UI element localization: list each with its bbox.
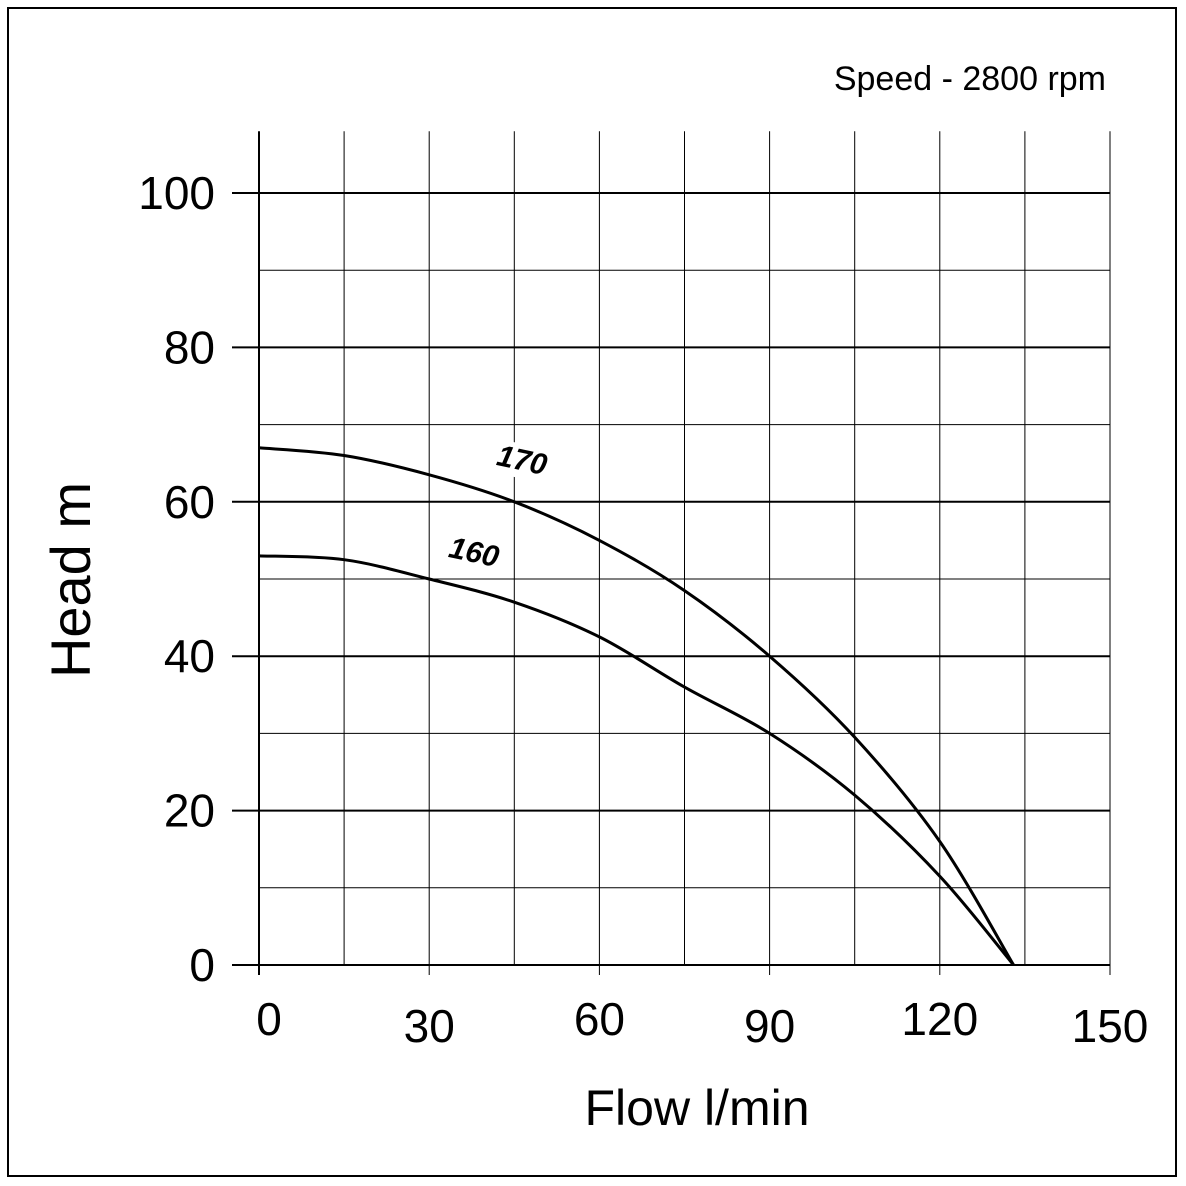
curve-label-170: 170 bbox=[494, 439, 550, 482]
chart-frame bbox=[7, 7, 1177, 1177]
speed-annotation: Speed - 2800 rpm bbox=[834, 60, 1106, 98]
y-axis-label: Head m bbox=[39, 482, 102, 678]
x-tick-label: 60 bbox=[574, 993, 625, 1045]
x-tick-label: 90 bbox=[744, 1000, 795, 1052]
x-tick-label: 120 bbox=[901, 993, 978, 1045]
x-tick-label: 150 bbox=[1072, 1000, 1149, 1052]
x-tick-label: 30 bbox=[404, 1000, 455, 1052]
curve-160 bbox=[258, 554, 1015, 966]
y-tick-label: 60 bbox=[164, 476, 215, 528]
y-tick-label: 40 bbox=[164, 630, 215, 682]
y-tick-label: 20 bbox=[164, 785, 215, 837]
curve-label-bg bbox=[439, 529, 509, 577]
y-tick-label: 80 bbox=[164, 321, 215, 373]
curve-label-bg bbox=[487, 437, 557, 485]
x-axis-label: Flow l/min bbox=[584, 1080, 809, 1136]
x-tick-label: 0 bbox=[256, 993, 282, 1045]
curve-label-160: 160 bbox=[446, 531, 502, 574]
curve-170 bbox=[258, 446, 1015, 966]
y-tick-label: 100 bbox=[138, 167, 215, 219]
y-tick-label: 0 bbox=[189, 939, 215, 991]
